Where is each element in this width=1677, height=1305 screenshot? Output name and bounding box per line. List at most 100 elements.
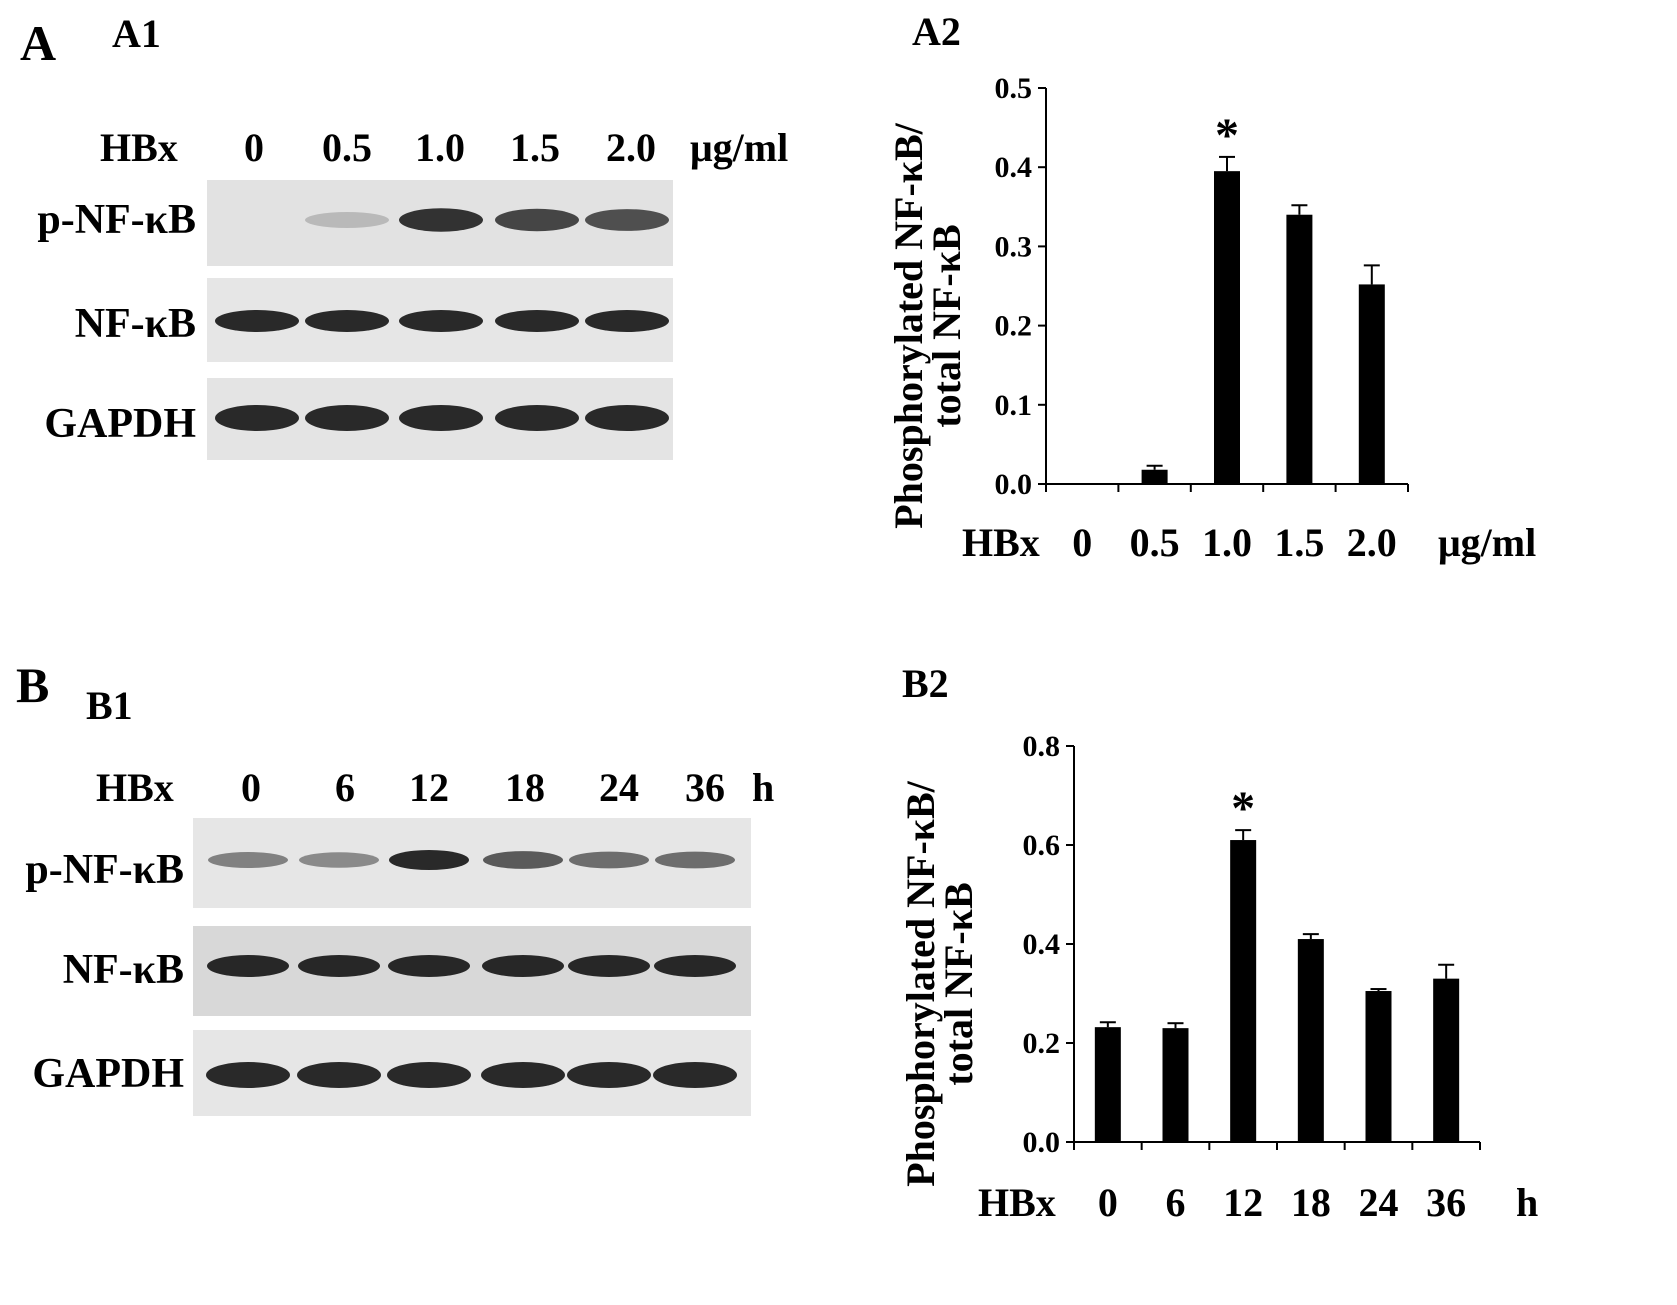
blot-a-treatment-label: HBx (100, 125, 178, 170)
blot-b-p-nfkb-band-3 (483, 851, 563, 869)
x-axis-unit-label: μg/ml (1438, 520, 1536, 565)
y-tick-label-0: 0.0 (995, 468, 1033, 501)
blot-b-nfkb-band-2 (388, 955, 470, 977)
x-tick-label-2: 12 (1223, 1180, 1263, 1225)
sublabel-b1: B1 (86, 683, 133, 728)
x-tick-label-1: 6 (1166, 1180, 1186, 1225)
chart-a2: Phosphorylated NF-κB/total NF-κB 0.0 0.1 0.… (886, 72, 1536, 565)
blot-b-row-label-nfkb: NF-κB (62, 947, 184, 993)
bar-1 (1141, 469, 1168, 484)
blot-b-gapdh-band-2 (387, 1062, 471, 1088)
bar-4 (1358, 284, 1385, 484)
y-tick-label-1: 0.1 (995, 389, 1033, 422)
y-axis-label-line-1: total NF-κB (924, 224, 969, 427)
blot-a-lane-4: 2.0 (606, 125, 656, 170)
blot-b-nfkb-band-4 (568, 955, 650, 977)
blot-b-row-label-gapdh: GAPDH (32, 1051, 184, 1097)
blot-a-gapdh-band-1 (305, 405, 389, 431)
bar-4 (1365, 991, 1392, 1142)
blot-a-strip-p-nfkb (207, 180, 673, 266)
blot-a-gapdh-band-2 (399, 405, 483, 431)
x-axis-prefix-label: HBx (962, 520, 1040, 565)
blot-b-treatment-label: HBx (96, 765, 174, 810)
blot-b-gapdh-band-1 (297, 1062, 381, 1088)
chart-b2: Phosphorylated NF-κB/total NF-κB 0.0 0.2 0.… (898, 730, 1538, 1225)
blot-a-row-label-p-nfkb: p-NF-κB (37, 197, 196, 243)
y-tick-label-0: 0.0 (1023, 1126, 1061, 1159)
bar-5 (1433, 978, 1460, 1142)
bar-2 (1230, 840, 1257, 1142)
y-tick-label-2: 0.2 (995, 310, 1033, 343)
blot-b-p-nfkb-band-1 (299, 852, 379, 868)
x-axis-unit-label: h (1516, 1180, 1538, 1225)
blot-a-row-label-nfkb: NF-κB (74, 301, 196, 347)
x-axis-prefix-label: HBx (978, 1180, 1056, 1225)
blot-a-lane-0: 0 (244, 125, 264, 170)
blot-b-gapdh-band-0 (206, 1062, 290, 1088)
y-tick-label-4: 0.4 (995, 151, 1033, 184)
blot-b-unit: h (752, 765, 775, 810)
blot-b-p-nfkb-band-2 (389, 850, 469, 870)
blot-b-lane-3: 18 (505, 765, 545, 810)
blot-a-p-nfkb-band-4 (585, 209, 669, 231)
sublabel-a1: A1 (112, 11, 161, 56)
bar-2 (1214, 171, 1240, 484)
blot-a-lane-3: 1.5 (510, 125, 560, 170)
x-tick-label-1: 0.5 (1130, 520, 1180, 565)
blot-a-p-nfkb-band-3 (495, 208, 579, 232)
blot-b-nfkb-band-0 (207, 955, 289, 977)
blot-a-lane-1: 0.5 (322, 125, 372, 170)
x-tick-label-5: 36 (1426, 1180, 1466, 1225)
bar-3 (1297, 939, 1324, 1142)
blot-a-strip-nfkb (207, 278, 673, 362)
blot-b-lane-0: 0 (241, 765, 261, 810)
x-tick-label-2: 1.0 (1202, 520, 1252, 565)
blot-a-gapdh-band-3 (495, 405, 579, 431)
bar-3 (1286, 214, 1313, 484)
blot-b-p-nfkb-band-0 (208, 852, 288, 868)
x-tick-label-3: 1.5 (1274, 520, 1324, 565)
y-axis-label-line-1: total NF-κB (936, 882, 981, 1085)
y-axis-label-line-0: Phosphorylated NF-κB/ (898, 780, 943, 1186)
significance-marker-2: * (1231, 782, 1255, 835)
x-tick-label-0: 0 (1072, 520, 1092, 565)
blot-a-strip-gapdh (207, 378, 673, 460)
panel-letter-a: A (20, 15, 57, 71)
x-tick-label-4: 2.0 (1347, 520, 1397, 565)
blot-b-strip-gapdh (193, 1030, 751, 1116)
y-axis-label-line-0: Phosphorylated NF-κB/ (886, 122, 931, 528)
y-tick-label-3: 0.3 (995, 230, 1033, 263)
significance-marker-2: * (1215, 109, 1239, 162)
blot-b-p-nfkb-band-4 (569, 851, 649, 869)
sublabel-a2: A2 (912, 9, 961, 54)
panel-letter-b: B (16, 657, 50, 713)
blot-b-gapdh-band-5 (653, 1062, 737, 1088)
blot-a-p-nfkb-band-2 (399, 208, 483, 232)
blot-b-strip-nfkb (193, 926, 751, 1016)
blot-a-lane-2: 1.0 (415, 125, 465, 170)
blot-b-nfkb-band-3 (482, 955, 564, 977)
blot-a-nfkb-band-2 (399, 310, 483, 332)
x-tick-label-3: 18 (1291, 1180, 1331, 1225)
blot-a-p-nfkb-band-1 (305, 212, 389, 228)
y-tick-label-4: 0.8 (1023, 730, 1061, 763)
y-tick-label-2: 0.4 (1023, 928, 1061, 961)
blot-b-lane-2: 12 (409, 765, 449, 810)
bar-1 (1162, 1028, 1189, 1142)
blot-b-gapdh-band-4 (567, 1062, 651, 1088)
blot-b-nfkb-band-5 (654, 955, 736, 977)
blot-b-strip-p-nfkb (193, 818, 751, 908)
blot-a-unit: μg/ml (690, 125, 789, 170)
blot-a-gapdh-band-4 (585, 405, 669, 431)
blot-b-p-nfkb-band-5 (655, 851, 735, 869)
blot-b-row-label-p-nfkb: p-NF-κB (25, 847, 184, 893)
bar-0 (1094, 1027, 1121, 1142)
blot-a-row-label-gapdh: GAPDH (44, 401, 196, 447)
blot-a-nfkb-band-0 (215, 310, 299, 332)
blot-b-lane-5: 36 (685, 765, 725, 810)
x-tick-label-4: 24 (1359, 1180, 1399, 1225)
y-tick-label-5: 0.5 (995, 72, 1033, 105)
y-tick-label-1: 0.2 (1023, 1027, 1061, 1060)
blot-b-nfkb-band-1 (298, 955, 380, 977)
blot-b-gapdh-band-3 (481, 1062, 565, 1088)
